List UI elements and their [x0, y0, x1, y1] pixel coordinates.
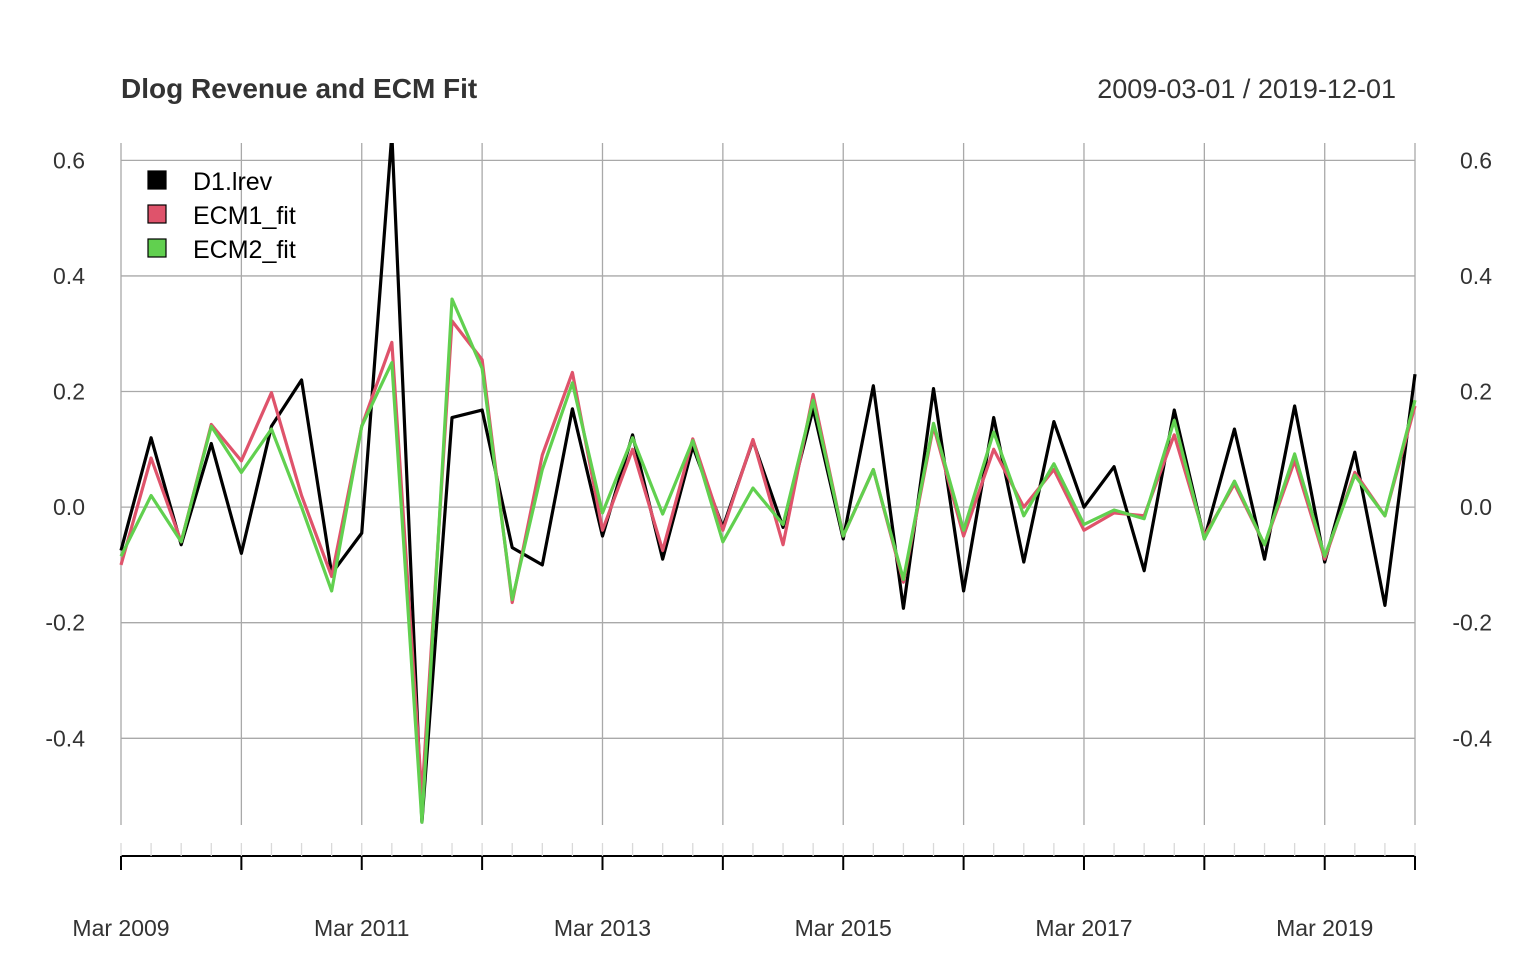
chart-title: Dlog Revenue and ECM Fit	[121, 73, 477, 104]
y-tick-label-right: 0.4	[1460, 263, 1492, 289]
y-tick-label-right: -0.4	[1452, 725, 1492, 751]
y-axis-left: -0.4 -0.2 0.0 0.2 0.4 0.6	[45, 147, 85, 751]
date-range: 2009-03-01 / 2019-12-01	[1097, 74, 1396, 104]
x-tick-label: Mar 2013	[554, 915, 651, 941]
y-tick-label-left: 0.4	[53, 263, 85, 289]
legend: D1.lrev ECM1_fit ECM2_fit	[147, 168, 296, 264]
series-line-d1-lrev	[119, 143, 1417, 824]
legend-swatch	[147, 170, 167, 190]
y-axis-right: -0.4 -0.2 0.0 0.2 0.4 0.6	[1452, 147, 1492, 751]
legend-swatch	[147, 204, 167, 224]
y-tick-label-right: -0.2	[1452, 610, 1492, 636]
series-line-ecm2-fit	[119, 297, 1417, 824]
legend-label: ECM2_fit	[193, 236, 296, 264]
series-lines	[119, 143, 1417, 824]
y-tick-label-right: 0.2	[1460, 379, 1492, 405]
x-tick-label: Mar 2015	[795, 915, 892, 941]
x-axis: Mar 2009 Mar 2011 Mar 2013 Mar 2015 Mar 2017…	[72, 843, 1416, 941]
series-line-ecm1-fit	[119, 319, 1417, 798]
x-tick-label: Mar 2019	[1276, 915, 1373, 941]
x-tick-label: Mar 2011	[314, 915, 409, 941]
y-tick-label-right: 0.0	[1460, 494, 1492, 520]
y-tick-label-left: 0.0	[53, 494, 85, 520]
legend-label: D1.lrev	[193, 168, 273, 196]
grid	[120, 143, 1416, 825]
y-tick-label-left: 0.6	[53, 147, 85, 173]
legend-swatch	[147, 238, 167, 258]
y-tick-label-left: -0.4	[45, 725, 85, 751]
x-tick-label: Mar 2009	[72, 915, 169, 941]
legend-label: ECM1_fit	[193, 202, 296, 230]
y-tick-label-left: 0.2	[53, 379, 85, 405]
y-tick-label-left: -0.2	[45, 610, 85, 636]
x-tick-label: Mar 2017	[1035, 915, 1132, 941]
y-tick-label-right: 0.6	[1460, 147, 1492, 173]
